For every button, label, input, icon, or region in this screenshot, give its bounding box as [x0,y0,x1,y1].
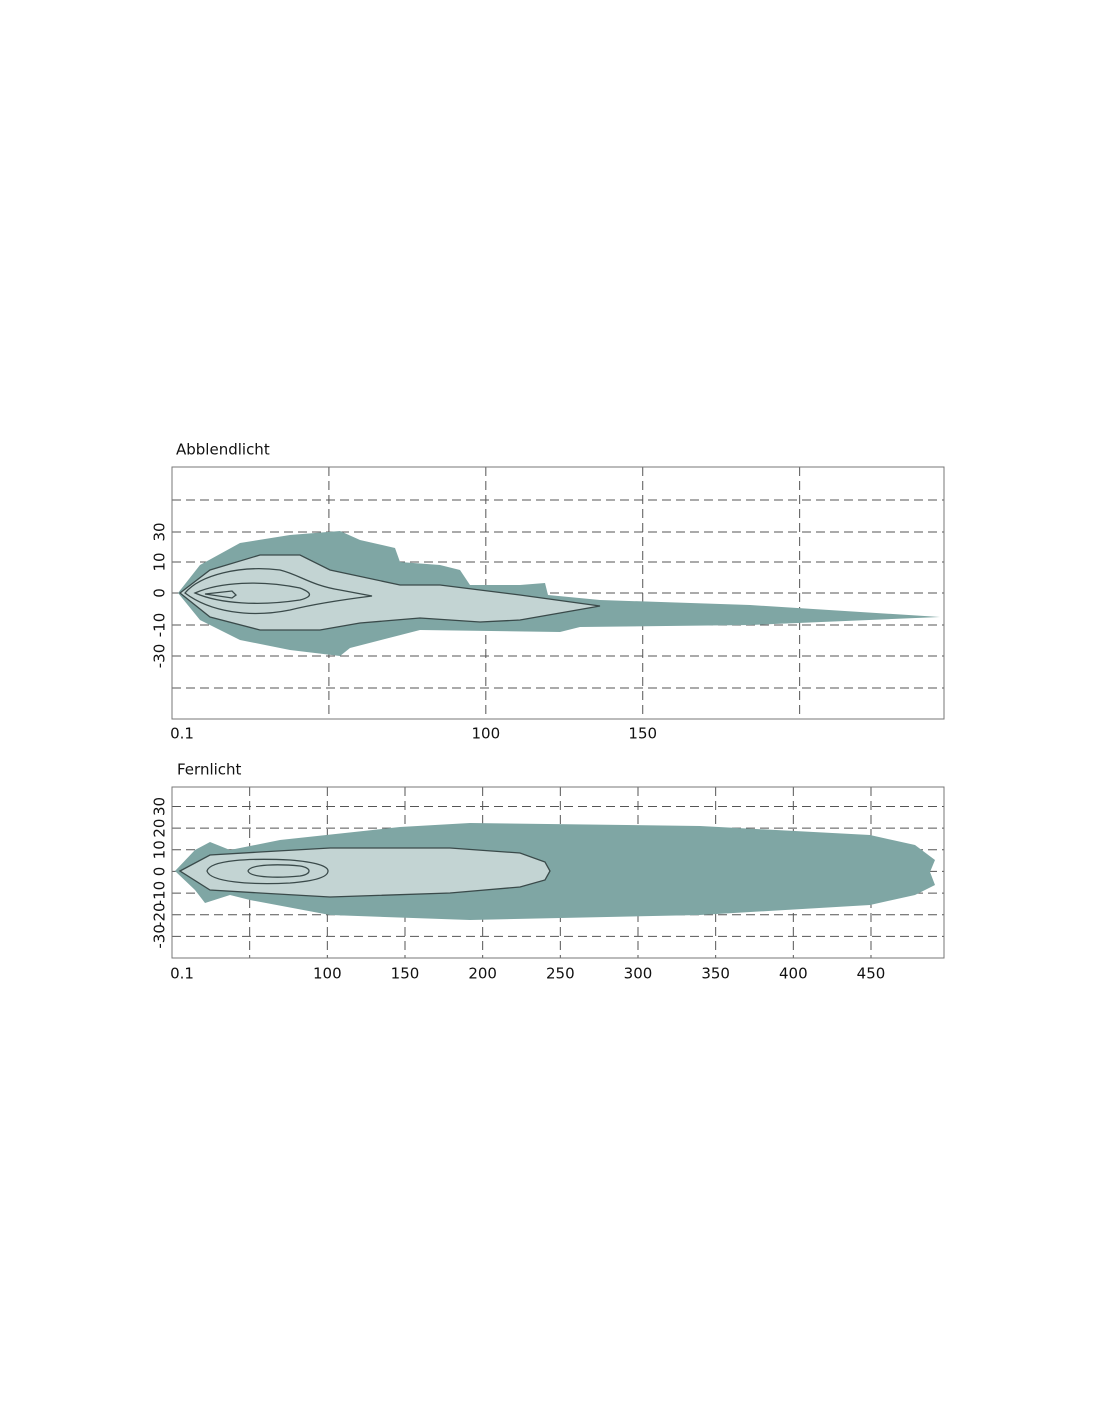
x-tick-label: 0.1 [170,725,194,743]
x-tick-label: 200 [468,965,497,983]
x-tick-label: 150 [628,725,657,743]
y-tick-label: -20 [151,902,169,927]
contour [193,582,311,604]
y-tick-label: -10 [151,613,169,638]
light-area [178,531,940,656]
x-tick-label: 250 [546,965,575,983]
y-tick-label: 30 [151,522,169,541]
chart-title: Abblendlicht [176,441,270,459]
y-tick-label: 0 [151,867,169,877]
y-tick-label: -30 [151,644,169,669]
contour [178,847,551,898]
core-area [180,848,550,897]
high-beam-panel: Fernlicht 0.1 100 150 200 250 300 350 400 450-30… [151,761,945,983]
contour [247,864,310,878]
plot-frame [171,786,945,959]
contour [206,858,329,885]
x-tick-label: 450 [857,965,886,983]
x-tick-label: 0.1 [170,965,194,983]
plot-frame [171,466,945,720]
chart-title: Fernlicht [177,761,242,779]
y-tick-label: 10 [151,552,169,571]
x-tick-label: 350 [701,965,730,983]
y-tick-label: -10 [151,881,169,906]
x-tick-label: 100 [472,725,501,743]
contour [178,554,601,631]
x-tick-label: 100 [313,965,342,983]
x-tick-label: 150 [391,965,420,983]
contour [184,568,373,615]
contour [204,590,237,599]
x-tick-label: 300 [624,965,653,983]
y-tick-label: 10 [151,840,169,859]
y-tick-label: -30 [151,924,169,949]
y-tick-label: 20 [151,819,169,838]
y-tick-label: 30 [151,797,169,816]
y-tick-label: 0 [151,588,169,598]
x-tick-label: 400 [779,965,808,983]
